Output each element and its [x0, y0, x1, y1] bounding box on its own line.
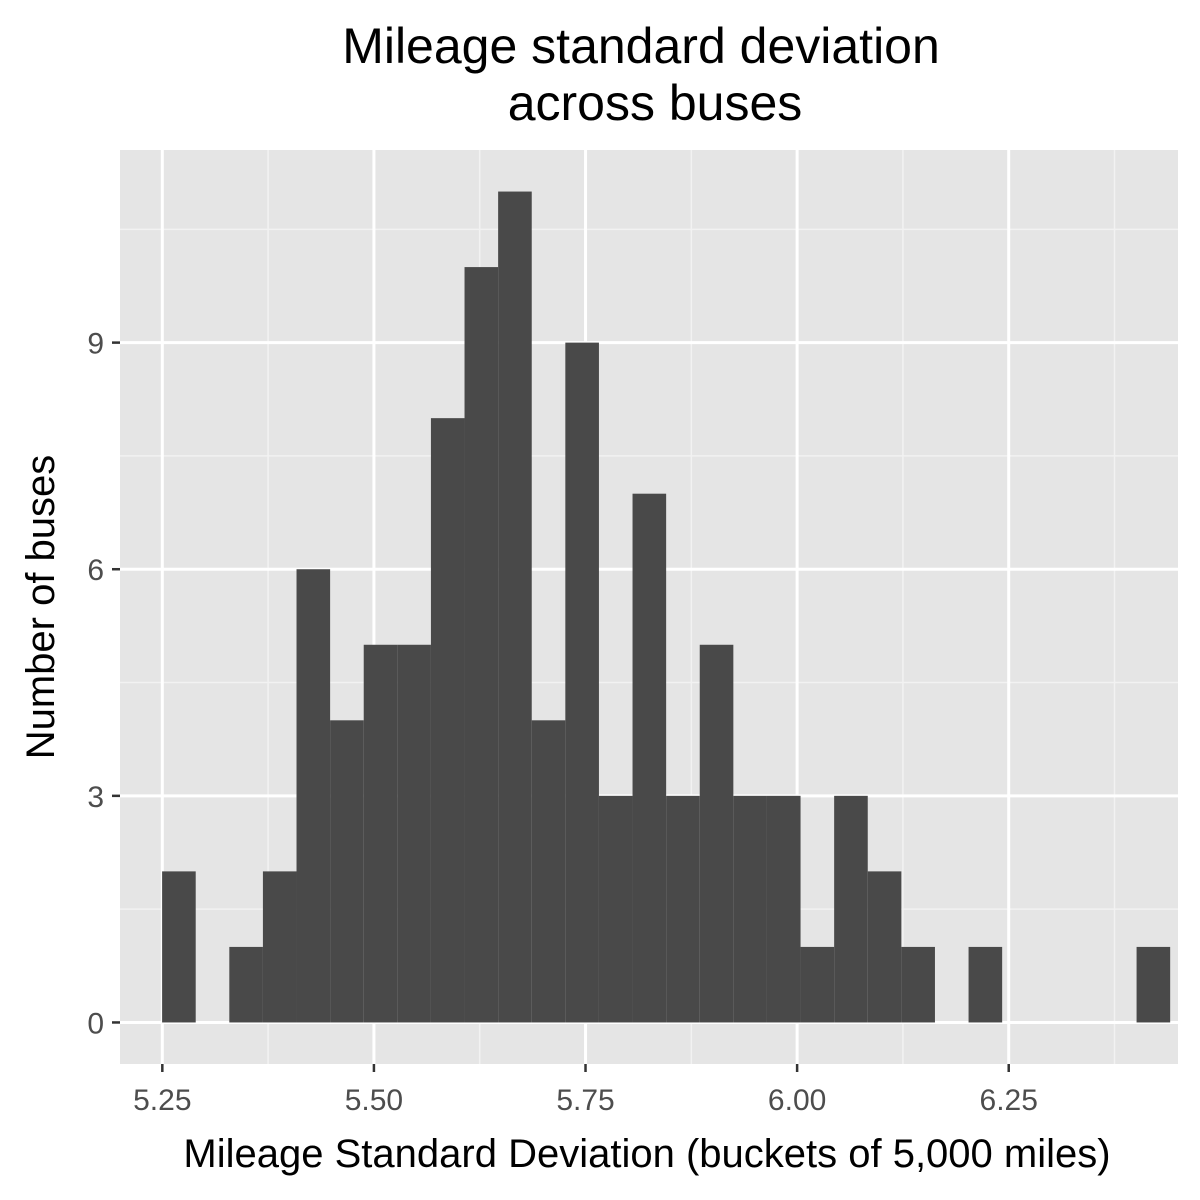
chart-title-line-1: Mileage standard deviation — [342, 18, 940, 74]
histogram-bar-4 — [296, 569, 331, 1023]
histogram-bar-11 — [531, 720, 566, 1023]
histogram-bar-15 — [666, 795, 700, 1023]
histogram-bars — [162, 191, 1171, 1023]
histogram-bar-2 — [229, 946, 263, 1023]
histogram-bar-9 — [464, 267, 499, 1023]
chart-title-line-2: across buses — [508, 75, 803, 131]
x-axis: 5.25 5.50 5.75 6.00 6.25 — [133, 1064, 1038, 1117]
y-axis-title: Number of buses — [19, 455, 63, 760]
histogram-bar-3 — [262, 871, 297, 1023]
histogram-bar-8 — [430, 418, 465, 1023]
y-axis: 0 3 6 9 — [87, 328, 120, 1040]
histogram-bar-24 — [968, 946, 1003, 1023]
x-tick-label-0: 5.25 — [133, 1084, 191, 1117]
y-tick-label-2: 6 — [87, 554, 104, 587]
x-tick-label-4: 6.25 — [980, 1084, 1038, 1117]
histogram-bar-6 — [363, 644, 398, 1023]
histogram-bar-0 — [162, 871, 196, 1023]
histogram-bar-19 — [800, 946, 835, 1023]
x-axis-title: Mileage Standard Deviation (buckets of 5… — [183, 1132, 1110, 1176]
y-tick-label-1: 3 — [87, 781, 104, 814]
histogram-bar-10 — [498, 191, 532, 1023]
histogram-bar-21 — [867, 871, 902, 1023]
histogram-bar-14 — [632, 493, 667, 1023]
x-tick-label-3: 6.00 — [768, 1084, 826, 1117]
x-tick-label-1: 5.50 — [345, 1084, 403, 1117]
x-tick-label-2: 5.75 — [556, 1084, 614, 1117]
histogram-bar-18 — [766, 795, 801, 1023]
histogram-bar-5 — [330, 720, 364, 1023]
histogram-bar-29 — [1136, 946, 1171, 1023]
histogram-bar-16 — [699, 644, 734, 1023]
histogram-bar-13 — [598, 795, 633, 1023]
histogram-bar-22 — [901, 946, 935, 1023]
y-tick-label-3: 9 — [87, 328, 104, 361]
histogram-bar-17 — [733, 795, 767, 1023]
histogram-bar-20 — [834, 795, 868, 1023]
y-tick-label-0: 0 — [87, 1007, 104, 1040]
histogram-bar-12 — [565, 342, 599, 1023]
histogram-bar-7 — [397, 644, 431, 1023]
